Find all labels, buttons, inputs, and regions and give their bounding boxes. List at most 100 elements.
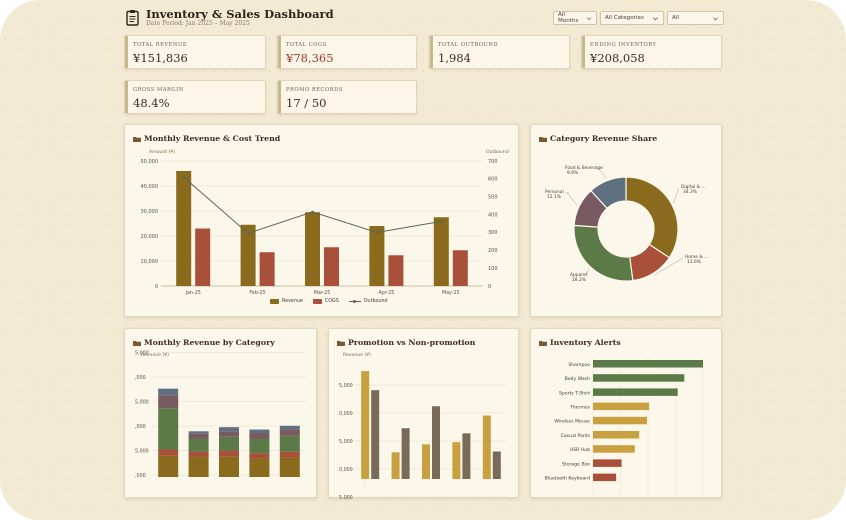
kpi-label: TOTAL REVENUE — [133, 42, 188, 48]
stacked-segment — [219, 456, 239, 477]
alert-item-label: Body Wash — [565, 376, 591, 382]
leader-line — [566, 192, 578, 206]
non-promotion-bar — [462, 433, 471, 479]
non-promotion-bar — [432, 406, 440, 479]
donut-slice — [625, 176, 679, 259]
stacked-segment — [219, 431, 239, 437]
non-promotion-bar — [371, 390, 380, 479]
category-share-donut-chart: Digital & ...34.3% Home & ...13.6% Apparel… — [545, 165, 708, 283]
outbound-point — [375, 231, 379, 234]
cogs-bar — [388, 255, 404, 286]
kpi-label: GROSS MARGIN — [133, 87, 184, 93]
category-filter-select[interactable]: All Categories — [600, 11, 664, 25]
revenue-cost-trend-panel: 0 10,000 20,000 30,000 40,000 50,000 0 100 200 30… — [124, 124, 519, 317]
x-tick-label: May-25 — [442, 290, 460, 296]
promotion-bar — [361, 371, 370, 479]
stacked-segment — [279, 425, 300, 430]
stacked-segment — [249, 429, 270, 433]
leader-line — [598, 168, 607, 179]
revenue-bar — [433, 217, 449, 286]
stacked-segment — [279, 451, 300, 458]
promo-filter-value: All — [672, 15, 679, 21]
kpi-total-cogs: TOTAL COGS ¥78,365 — [277, 35, 417, 69]
outbound-point — [182, 175, 185, 179]
non-promotion-bar — [492, 451, 501, 479]
kpi-value: 48.4% — [133, 96, 170, 110]
panel-title-text: Category Revenue Share — [550, 134, 658, 143]
stacked-segment — [188, 433, 209, 439]
kpi-ending-inventory: ENDING INVENTORY ¥208,058 — [581, 35, 722, 69]
right-axis-title: Outbound — [486, 150, 509, 155]
filter-bar: All Months All Categories All — [553, 11, 724, 25]
alert-item-label: Casual Pants — [561, 433, 591, 439]
alert-item-label: Wireless Mouse — [554, 419, 590, 425]
alert-bar — [593, 388, 678, 396]
kpi-label: TOTAL OUTBOUND — [438, 42, 499, 48]
panel-title: Category Revenue Share — [539, 134, 657, 143]
revenue-by-category-chart: ,000 5,000 ,000 5,000 ,000 5,000 — [135, 350, 305, 479]
y-tick-label: 0,000 — [339, 467, 353, 473]
kpi-value: ¥151,836 — [133, 51, 188, 65]
stacked-segment — [219, 427, 239, 432]
folder-icon — [337, 340, 345, 346]
y2-tick-label: 400 — [488, 212, 498, 218]
x-tick-label: Feb-25 — [249, 290, 265, 296]
kpi-label: TOTAL COGS — [286, 42, 327, 48]
left-axis-title: Amount (¥) — [149, 150, 176, 155]
y-tick-label: 5,000 — [135, 448, 149, 454]
slice-pct-label: 9.6% — [567, 170, 578, 176]
panel-title: Inventory Alerts — [539, 338, 621, 347]
month-filter-select[interactable]: All Months — [553, 11, 597, 25]
stacked-segment — [158, 388, 179, 396]
y-tick-label: 50,000 — [141, 159, 159, 165]
promotion-bar — [391, 452, 400, 479]
alert-item-label: Bluetooth Keyboard — [545, 476, 590, 482]
x-tick-label: Jan-25 — [185, 290, 201, 296]
y-tick-label: 20,000 — [141, 234, 159, 240]
kpi-gross-margin: GROSS MARGIN 48.4% — [124, 80, 266, 114]
y2-tick-label: 700 — [488, 159, 498, 165]
leader-line — [654, 257, 684, 275]
cogs-bar — [452, 250, 468, 286]
stacked-segment — [279, 429, 300, 436]
alert-item-label: Shampoo — [568, 362, 590, 368]
promotion-comparison-chart: 5,000 0,000 5,000 0,000 5,000 — [339, 371, 507, 499]
clipboard-icon — [126, 10, 139, 26]
stacked-segment — [188, 457, 209, 477]
y2-tick-label: 0 — [488, 284, 491, 290]
y2-tick-label: 100 — [488, 266, 498, 272]
promo-filter-select[interactable]: All — [667, 11, 724, 25]
revenue-bar — [369, 226, 385, 286]
chevron-down-icon — [653, 16, 658, 20]
alert-item-label: USB Hub — [570, 447, 590, 453]
legend-item-outbound: Outbound — [348, 299, 388, 304]
legend-swatch — [312, 299, 322, 304]
chevron-down-icon — [586, 16, 592, 20]
legend-swatch — [348, 299, 361, 304]
axis-title: Revenue (¥) — [141, 353, 169, 358]
y-tick-label: 5,000 — [135, 350, 149, 356]
page-title: Inventory & Sales Dashboard — [146, 7, 334, 21]
dashboard-header: Inventory & Sales Dashboard Date Period:… — [124, 6, 724, 32]
y-tick-label: 5,000 — [339, 495, 353, 499]
slice-label: Digital & ... — [681, 184, 706, 190]
legend-label: Outbound — [363, 299, 388, 304]
y-tick-label: ,000 — [135, 375, 146, 381]
kpi-value: ¥78,365 — [286, 51, 334, 65]
chart-legend: Revenue COGS Outbound — [270, 299, 388, 304]
alert-item-label: Thermos — [569, 405, 591, 411]
kpi-label: PROMO RECORDS — [286, 87, 343, 93]
promotion-comparison-panel: 5,000 0,000 5,000 0,000 5,000 Promotion vs N… — [328, 328, 519, 499]
cogs-bar — [195, 228, 211, 286]
kpi-total-outbound: TOTAL OUTBOUND 1,984 — [429, 35, 570, 69]
y-tick-label: 0 — [155, 284, 158, 290]
axis-title: Revenue (¥) — [343, 353, 371, 358]
kpi-value: ¥208,058 — [590, 51, 645, 65]
promotion-bar — [422, 444, 430, 479]
kpi-promo-records: PROMO RECORDS 17 / 50 — [277, 80, 417, 114]
revenue-cost-trend-chart: 0 10,000 20,000 30,000 40,000 50,000 0 100 200 30… — [141, 159, 498, 296]
stacked-segment — [188, 451, 209, 458]
alert-bar — [593, 402, 650, 411]
panel-title: Monthly Revenue by Category — [133, 338, 275, 347]
stacked-segment — [249, 438, 270, 454]
